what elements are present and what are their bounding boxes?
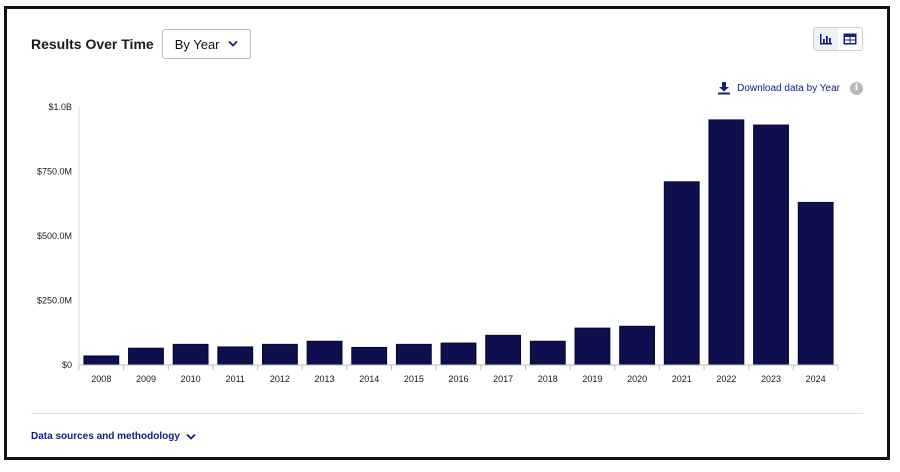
y-tick-label: $0: [62, 360, 72, 370]
table-icon: [843, 33, 857, 45]
info-icon[interactable]: i: [850, 81, 863, 95]
x-tick-label: 2010: [181, 374, 201, 384]
x-tick-label: 2008: [91, 374, 111, 384]
methodology-toggle[interactable]: Data sources and methodology: [31, 431, 196, 442]
x-tick-label: 2020: [627, 374, 647, 384]
bar-2022[interactable]: [708, 119, 745, 366]
x-tick-label: 2017: [493, 374, 513, 384]
bar-2012[interactable]: [262, 343, 298, 366]
panel-title: Results Over Time: [31, 36, 154, 52]
download-icon[interactable]: [717, 81, 731, 95]
x-tick-label: 2024: [806, 374, 826, 384]
x-tick-label: 2013: [315, 374, 335, 384]
bar-chart-icon: [820, 34, 832, 45]
x-tick-label: 2016: [448, 374, 468, 384]
y-axis: $0 $250.0M $500.0M $750.0M $1.0B: [37, 102, 80, 370]
panel-header: Results Over Time By Year: [31, 29, 251, 59]
x-tick-label: 2015: [404, 374, 424, 384]
x-tick-label: 2023: [761, 374, 781, 384]
bars: [83, 119, 834, 366]
x-tick-label: 2012: [270, 374, 290, 384]
chevron-down-icon: [228, 41, 237, 47]
bar-2009[interactable]: [128, 347, 164, 366]
x-tick-label: 2021: [672, 374, 692, 384]
period-dropdown[interactable]: By Year: [161, 29, 251, 59]
divider: [31, 413, 863, 414]
y-tick-label: $1.0B: [48, 102, 72, 112]
chevron-down-icon: [186, 433, 196, 440]
bar-2016[interactable]: [440, 342, 477, 366]
bar-2019[interactable]: [574, 327, 611, 366]
bar-2020[interactable]: [619, 325, 655, 366]
x-tick-label: 2019: [582, 374, 602, 384]
x-tick-label: 2014: [359, 374, 379, 384]
methodology-label: Data sources and methodology: [31, 431, 180, 442]
x-tick-label: 2022: [716, 374, 736, 384]
y-tick-label: $250.0M: [37, 296, 72, 306]
bar-2013[interactable]: [306, 340, 343, 366]
bar-2008[interactable]: [83, 355, 120, 366]
x-axis: 2008 2009 2010 2011 2012 2013 2014 2015 2016 2017…: [78, 364, 839, 384]
bar-2015[interactable]: [395, 343, 432, 366]
chart-view-button[interactable]: [814, 28, 838, 50]
download-data-link[interactable]: Download data by Year: [737, 82, 840, 94]
view-toggle: [813, 27, 863, 51]
table-view-button[interactable]: [838, 28, 862, 50]
bar-2024[interactable]: [797, 201, 834, 366]
bar-2023[interactable]: [753, 124, 789, 366]
x-tick-label: 2018: [538, 374, 558, 384]
download-row: Download data by Year i: [717, 81, 863, 95]
bar-2010[interactable]: [172, 343, 209, 366]
x-tick-label: 2011: [226, 374, 245, 384]
x-tick-label: 2009: [136, 374, 156, 384]
bar-2021[interactable]: [663, 181, 700, 366]
y-tick-label: $750.0M: [37, 167, 72, 177]
bar-2014[interactable]: [351, 346, 388, 366]
bar-2017[interactable]: [485, 334, 522, 366]
bar-2018[interactable]: [529, 340, 566, 366]
period-dropdown-value: By Year: [174, 36, 220, 52]
y-tick-label: $500.0M: [37, 231, 72, 241]
bar-2011[interactable]: [217, 346, 254, 366]
